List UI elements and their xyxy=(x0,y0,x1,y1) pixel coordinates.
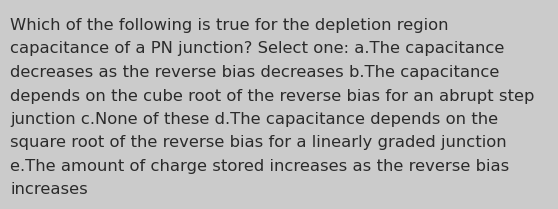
Text: Which of the following is true for the depletion region: Which of the following is true for the d… xyxy=(10,18,449,33)
Text: depends on the cube root of the reverse bias for an abrupt step: depends on the cube root of the reverse … xyxy=(10,88,535,103)
Text: decreases as the reverse bias decreases b.The capacitance: decreases as the reverse bias decreases … xyxy=(10,65,499,80)
Text: increases: increases xyxy=(10,182,88,198)
Text: square root of the reverse bias for a linearly graded junction: square root of the reverse bias for a li… xyxy=(10,135,507,150)
Text: capacitance of a PN junction? Select one: a.The capacitance: capacitance of a PN junction? Select one… xyxy=(10,42,504,56)
Text: junction c.None of these d.The capacitance depends on the: junction c.None of these d.The capacitan… xyxy=(10,112,498,127)
Text: e.The amount of charge stored increases as the reverse bias: e.The amount of charge stored increases … xyxy=(10,159,509,174)
